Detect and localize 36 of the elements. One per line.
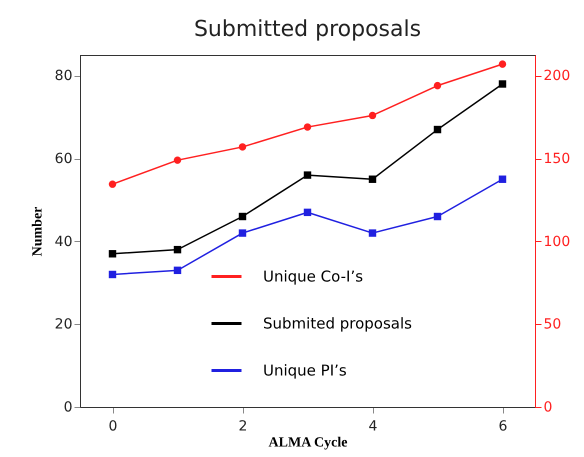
legend-label: Unique Co-I’s xyxy=(263,268,364,286)
y-tick-label: 0 xyxy=(64,400,72,416)
x-tick-label: 4 xyxy=(368,418,378,434)
x-tick-label: 0 xyxy=(108,418,118,434)
y2-tick-label: 200 xyxy=(544,68,570,84)
point xyxy=(304,171,312,179)
legend-label: Submited proposals xyxy=(263,314,412,332)
x-axis-title: ALMA Cycle xyxy=(268,436,348,450)
point xyxy=(174,266,182,274)
y-tick-label: 60 xyxy=(54,151,72,168)
y-tick-label: 40 xyxy=(54,234,72,250)
point xyxy=(174,156,182,164)
y-tick-label: 80 xyxy=(54,68,72,84)
point xyxy=(238,143,246,151)
legend-label: Unique PI’s xyxy=(263,362,347,380)
y2-tick-label: 150 xyxy=(544,151,570,168)
point xyxy=(108,180,116,188)
point xyxy=(304,123,312,131)
x-tick-label: 6 xyxy=(498,418,508,434)
y-axis-title: Number xyxy=(30,206,46,256)
point xyxy=(498,60,506,68)
point xyxy=(368,112,376,120)
x-tick-label: 2 xyxy=(238,418,248,434)
point xyxy=(238,229,246,237)
point xyxy=(498,176,506,183)
point xyxy=(434,82,442,90)
point xyxy=(368,229,376,237)
y2-tick-label: 0 xyxy=(544,400,552,416)
y2-tick-label: 50 xyxy=(544,316,562,333)
y-tick-label: 20 xyxy=(54,316,72,333)
point xyxy=(108,250,116,258)
point xyxy=(368,176,376,183)
y2-tick-label: 100 xyxy=(544,234,570,250)
chart-title: Submitted proposals xyxy=(194,17,422,42)
point xyxy=(174,246,182,254)
point xyxy=(304,208,312,216)
